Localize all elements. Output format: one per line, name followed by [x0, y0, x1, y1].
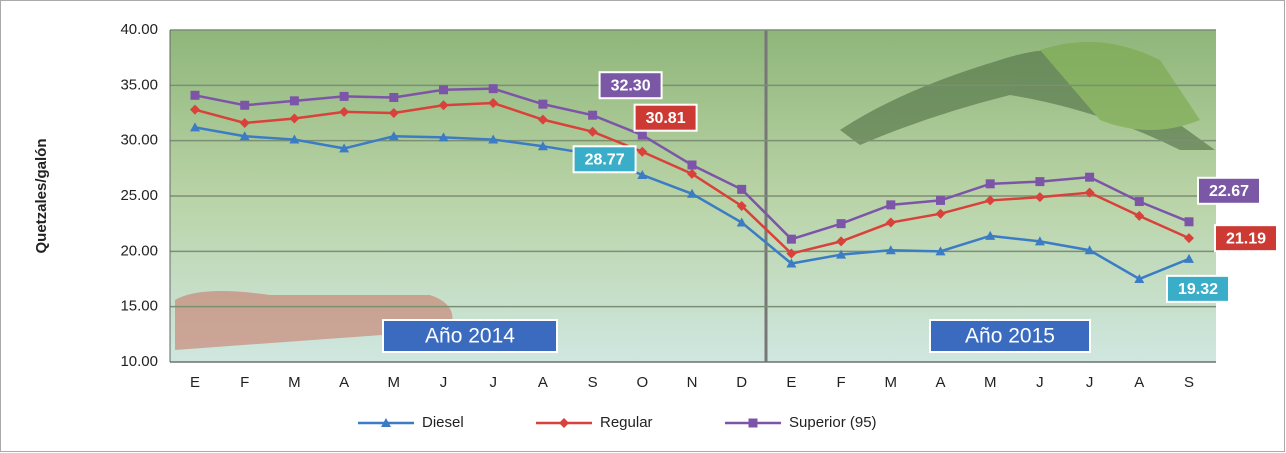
x-tick-label: J — [489, 374, 497, 391]
x-tick-label: M — [984, 374, 997, 391]
x-tick-label: A — [538, 374, 548, 391]
marker — [489, 84, 498, 93]
marker — [439, 85, 448, 94]
legend-label: Regular — [600, 414, 653, 431]
marker — [886, 200, 895, 209]
marker — [588, 111, 597, 120]
marker — [1035, 177, 1044, 186]
x-tick-label: J — [440, 374, 448, 391]
x-tick-label: D — [736, 374, 747, 391]
x-tick-label: A — [935, 374, 945, 391]
x-tick-label: E — [190, 374, 200, 391]
marker — [1135, 197, 1144, 206]
x-tick-label: E — [786, 374, 796, 391]
marker — [191, 91, 200, 100]
marker — [1185, 217, 1194, 226]
y-tick-label: 40.00 — [120, 21, 158, 38]
value-label: 32.30 — [611, 77, 651, 94]
marker — [737, 185, 746, 194]
y-tick-label: 30.00 — [120, 132, 158, 149]
y-tick-label: 25.00 — [120, 187, 158, 204]
marker — [986, 179, 995, 188]
x-tick-label: M — [388, 374, 401, 391]
marker — [688, 161, 697, 170]
marker — [389, 93, 398, 102]
marker — [340, 92, 349, 101]
x-tick-label: J — [1036, 374, 1044, 391]
y-tick-label: 35.00 — [120, 76, 158, 93]
value-label: 30.81 — [646, 110, 686, 127]
x-tick-label: M — [885, 374, 898, 391]
x-tick-label: F — [240, 374, 249, 391]
value-label: 22.67 — [1209, 183, 1249, 200]
marker — [290, 96, 299, 105]
marker — [638, 131, 647, 140]
legend-label: Diesel — [422, 414, 464, 431]
y-tick-label: 15.00 — [120, 298, 158, 315]
y-tick-label: 10.00 — [120, 353, 158, 370]
x-tick-label: O — [636, 374, 648, 391]
value-label: 21.19 — [1226, 230, 1266, 247]
x-tick-label: M — [288, 374, 301, 391]
marker — [787, 235, 796, 244]
value-label: 19.32 — [1178, 281, 1218, 298]
x-tick-label: N — [687, 374, 698, 391]
marker — [936, 196, 945, 205]
marker — [538, 100, 547, 109]
annotation: Año 2014 — [425, 325, 515, 348]
x-tick-label: J — [1086, 374, 1094, 391]
y-tick-label: 20.00 — [120, 242, 158, 259]
x-tick-label: S — [588, 374, 598, 391]
annotation: Año 2015 — [965, 325, 1055, 348]
marker — [749, 419, 758, 428]
x-tick-label: A — [339, 374, 349, 391]
x-tick-label: F — [837, 374, 846, 391]
legend-label: Superior (95) — [789, 414, 877, 431]
value-label: 28.77 — [585, 151, 625, 168]
y-axis-label: Quetzales/galón — [33, 138, 50, 253]
chart: Quetzales/galón Año 2014 Año 2015 10.00 1… — [0, 0, 1286, 453]
x-tick-label: A — [1134, 374, 1144, 391]
marker — [837, 219, 846, 228]
x-tick-label: S — [1184, 374, 1194, 391]
marker — [1085, 173, 1094, 182]
marker — [240, 101, 249, 110]
